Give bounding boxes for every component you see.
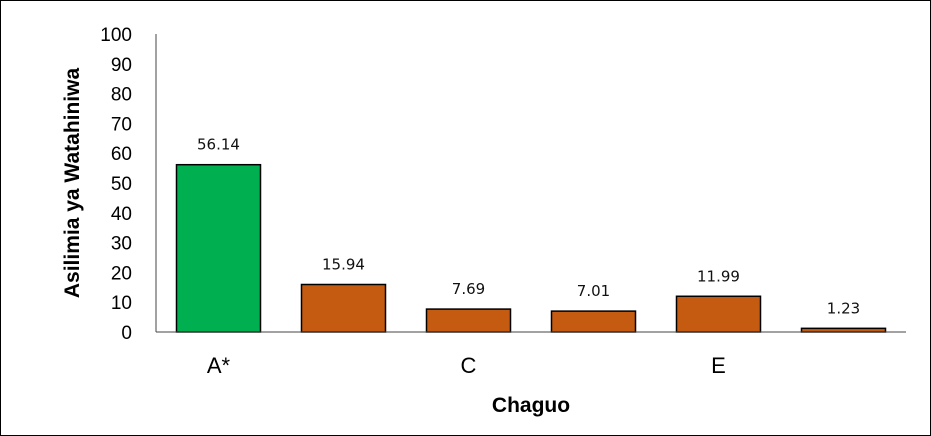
bar (550, 310, 637, 333)
y-tick-label: 50 (111, 174, 132, 195)
y-tick-label: 0 (121, 323, 132, 344)
y-tick-label: 20 (111, 263, 132, 284)
y-tick-label: 10 (111, 293, 132, 314)
bar (425, 308, 512, 333)
data-label: 7.69 (452, 280, 485, 298)
y-tick-label: 80 (111, 85, 132, 106)
data-label: 56.14 (197, 136, 240, 154)
y-tick-label: 30 (111, 234, 132, 255)
data-label: 11.99 (697, 267, 740, 285)
x-tick-label: E (711, 353, 726, 378)
data-label: 1.23 (827, 299, 860, 317)
data-label: 15.94 (322, 255, 365, 273)
y-tick-label: 90 (111, 55, 132, 76)
bar (800, 327, 887, 333)
data-label: 7.01 (577, 282, 610, 300)
y-tick-label: 60 (111, 144, 132, 165)
bar (175, 163, 262, 333)
y-tick-label: 40 (111, 204, 132, 225)
x-axis-title: Chaguo (492, 394, 570, 417)
bar (300, 283, 387, 333)
x-tick-label: C (461, 353, 477, 378)
bar (675, 295, 762, 333)
x-tick-label: A* (207, 353, 231, 378)
y-tick-label: 70 (111, 114, 132, 135)
y-tick-label: 100 (100, 25, 132, 46)
y-axis-title: Asilimia ya Watahiniwa (61, 68, 84, 299)
